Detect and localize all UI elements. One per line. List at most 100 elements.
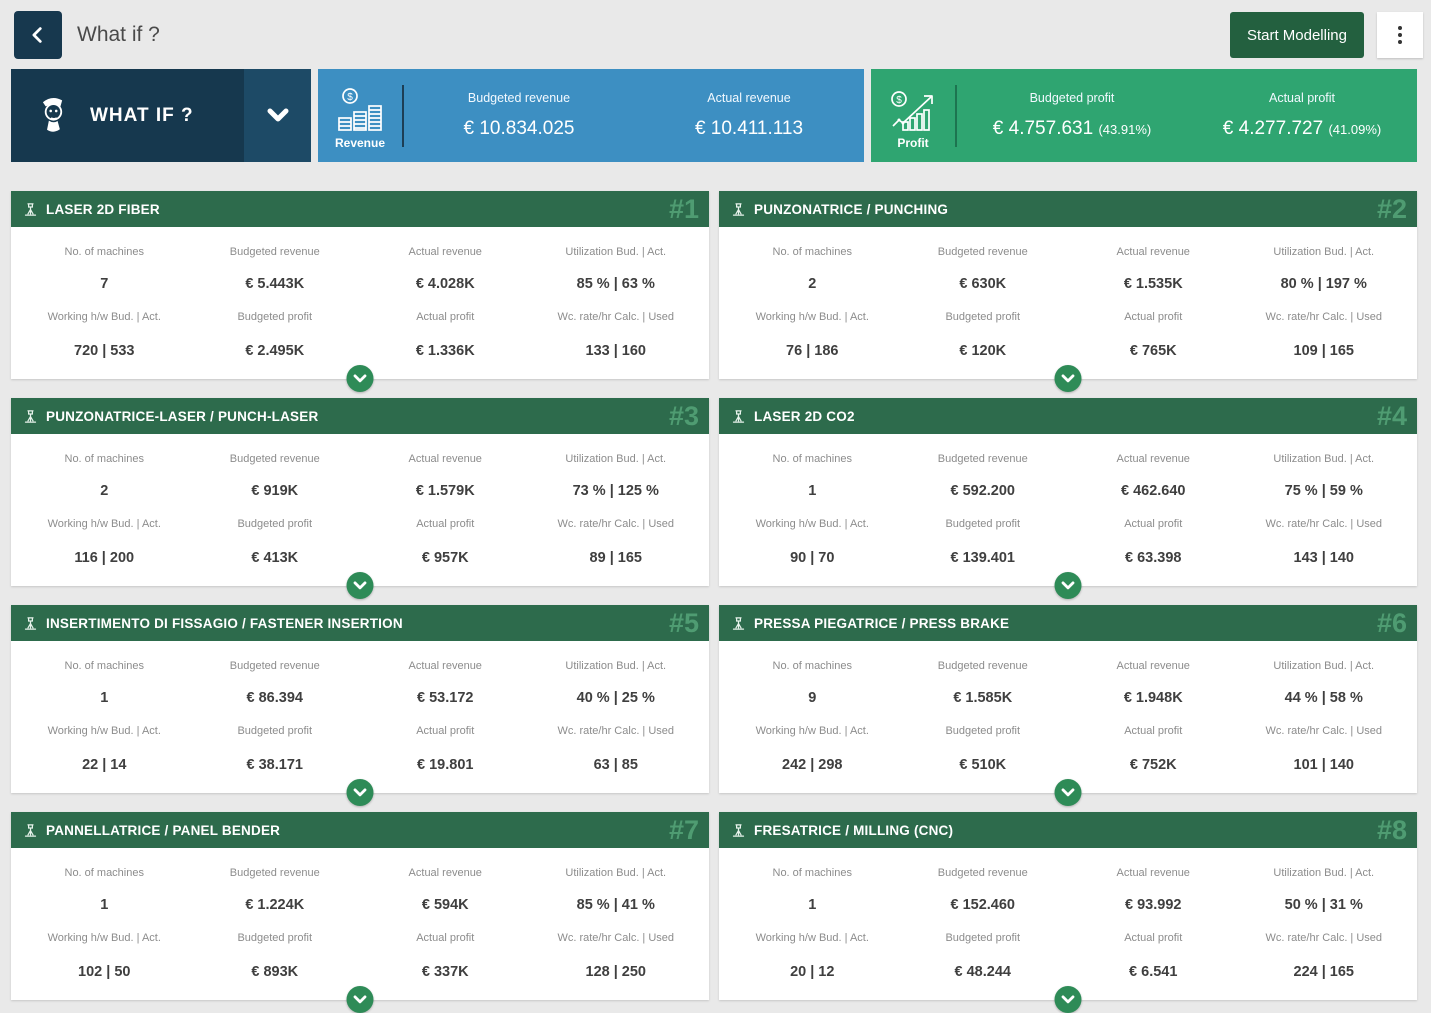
utilization-label: Utilization Bud. | Act. bbox=[1273, 246, 1375, 258]
laser-2d-fiber-icon bbox=[23, 202, 38, 217]
whatif-panel: WHAT IF ? bbox=[11, 69, 311, 162]
wc-rate-value: 101 | 140 bbox=[1293, 757, 1355, 773]
no-of-machines-value: 2 bbox=[100, 483, 109, 499]
laser-2d-co2-icon bbox=[731, 409, 746, 424]
budgeted-profit-label: Budgeted profit bbox=[945, 725, 1021, 737]
budgeted-revenue-value: € 592.200 bbox=[950, 483, 1015, 499]
budgeted-revenue-label: Budgeted revenue bbox=[467, 91, 571, 105]
machine-card: PRESSA PIEGATRICE / PRESS BRAKE #6 No. o… bbox=[719, 605, 1417, 806]
working-hw-value: 20 | 12 bbox=[790, 964, 835, 980]
machine-card-title: PRESSA PIEGATRICE / PRESS BRAKE bbox=[754, 615, 1010, 631]
budgeted-revenue-label: Budgeted revenue bbox=[229, 453, 320, 465]
expand-card-button[interactable] bbox=[1054, 986, 1082, 1013]
budgeted-revenue-value: € 152.460 bbox=[950, 897, 1015, 913]
machine-card-title: LASER 2D CO2 bbox=[754, 408, 855, 424]
machine-card: FRESATRICE / MILLING (CNC) #8 No. of mac… bbox=[719, 812, 1417, 1013]
expand-card-button[interactable] bbox=[346, 986, 374, 1013]
machine-card-header: PANNELLATRICE / PANEL BENDER #7 bbox=[11, 812, 709, 848]
profit-tile: $ Profit Budgeted profit € 4.757.631 (43… bbox=[871, 69, 1417, 162]
working-hw-label: Working h/w Bud. | Act. bbox=[47, 518, 161, 530]
chevron-left-icon bbox=[27, 24, 49, 46]
actual-revenue-label: Actual revenue bbox=[408, 246, 482, 258]
working-hw-label: Working h/w Bud. | Act. bbox=[47, 725, 161, 737]
chevron-down-icon bbox=[1061, 787, 1076, 799]
whatif-panel-main: WHAT IF ? bbox=[11, 69, 244, 162]
working-hw-label: Working h/w Bud. | Act. bbox=[47, 932, 161, 944]
wc-rate-value: 89 | 165 bbox=[589, 550, 642, 566]
machine-card-title: FRESATRICE / MILLING (CNC) bbox=[754, 822, 954, 838]
utilization-label: Utilization Bud. | Act. bbox=[1273, 453, 1375, 465]
top-bar: What if ? Start Modelling bbox=[14, 11, 1423, 59]
machine-card-title: INSERTIMENTO DI FISSAGIO / FASTENER INSE… bbox=[46, 615, 403, 631]
no-of-machines-label: No. of machines bbox=[772, 246, 852, 258]
start-modelling-button[interactable]: Start Modelling bbox=[1229, 12, 1364, 58]
expand-card-button[interactable] bbox=[346, 572, 374, 599]
actual-profit-value: € 752K bbox=[1129, 757, 1177, 773]
wc-rate-label: Wc. rate/hr Calc. | Used bbox=[1265, 932, 1383, 944]
budgeted-revenue-column: Budgeted revenue € 10.834.025 bbox=[404, 91, 634, 140]
machine-card-number: #6 bbox=[1376, 607, 1407, 638]
budgeted-profit-label: Budgeted profit bbox=[945, 518, 1021, 530]
utilization-label: Utilization Bud. | Act. bbox=[565, 246, 667, 258]
working-hw-value: 720 | 533 bbox=[74, 343, 135, 359]
machine-card-body: No. of machines Budgeted revenue Actual … bbox=[11, 434, 709, 586]
expand-card-button[interactable] bbox=[1054, 572, 1082, 599]
actual-revenue-label: Actual revenue bbox=[1116, 453, 1190, 465]
actual-profit-label: Actual profit bbox=[1268, 91, 1335, 105]
budgeted-profit-label: Budgeted profit bbox=[945, 311, 1021, 323]
no-of-machines-value: 9 bbox=[808, 690, 817, 706]
working-hw-value: 22 | 14 bbox=[82, 757, 127, 773]
budgeted-revenue-label: Budgeted revenue bbox=[229, 660, 320, 672]
expand-card-button[interactable] bbox=[346, 779, 374, 806]
actual-revenue-value: € 1.535K bbox=[1123, 276, 1183, 292]
expand-card-button[interactable] bbox=[1054, 779, 1082, 806]
chevron-down-icon bbox=[1061, 580, 1076, 592]
machine-card-title: PANNELLATRICE / PANEL BENDER bbox=[46, 822, 281, 838]
utilization-label: Utilization Bud. | Act. bbox=[565, 453, 667, 465]
working-hw-value: 116 | 200 bbox=[74, 550, 135, 566]
actual-revenue-value: € 594K bbox=[421, 897, 469, 913]
machine-card: LASER 2D CO2 #4 No. of machines Budgeted… bbox=[719, 398, 1417, 599]
wc-rate-value: 128 | 250 bbox=[585, 964, 647, 980]
budgeted-profit-value: € 139.401 bbox=[950, 550, 1015, 566]
budgeted-revenue-label: Budgeted revenue bbox=[229, 867, 320, 879]
utilization-label: Utilization Bud. | Act. bbox=[1273, 660, 1375, 672]
machine-card-title: LASER 2D FIBER bbox=[46, 201, 160, 217]
machine-cards-grid: LASER 2D FIBER #1 No. of machines Budget… bbox=[11, 191, 1417, 1013]
actual-profit-label: Actual profit bbox=[1124, 518, 1183, 530]
no-of-machines-label: No. of machines bbox=[64, 867, 144, 879]
expand-card-button[interactable] bbox=[346, 365, 374, 392]
working-hw-label: Working h/w Bud. | Act. bbox=[755, 311, 869, 323]
wc-rate-value: 109 | 165 bbox=[1293, 343, 1355, 359]
machine-card-header: LASER 2D FIBER #1 bbox=[11, 191, 709, 227]
actual-revenue-label: Actual revenue bbox=[408, 660, 482, 672]
actual-profit-label: Actual profit bbox=[416, 932, 475, 944]
chevron-down-icon bbox=[353, 580, 368, 592]
wc-rate-label: Wc. rate/hr Calc. | Used bbox=[557, 725, 675, 737]
actual-revenue-value: € 93.992 bbox=[1125, 897, 1182, 913]
punching-machine-icon bbox=[731, 202, 746, 217]
budgeted-profit-label: Budgeted profit bbox=[237, 518, 313, 530]
machine-card: INSERTIMENTO DI FISSAGIO / FASTENER INSE… bbox=[11, 605, 709, 806]
machine-card-number: #1 bbox=[668, 193, 699, 224]
actual-profit-value: € 957K bbox=[421, 550, 469, 566]
working-hw-label: Working h/w Bud. | Act. bbox=[755, 518, 869, 530]
more-options-button[interactable] bbox=[1377, 12, 1423, 58]
machine-card: PANNELLATRICE / PANEL BENDER #7 No. of m… bbox=[11, 812, 709, 1013]
actual-profit-value: € 6.541 bbox=[1129, 964, 1178, 980]
fastener-insertion-machine-icon bbox=[23, 616, 38, 631]
machine-card-body: No. of machines Budgeted revenue Actual … bbox=[11, 227, 709, 379]
working-hw-value: 242 | 298 bbox=[782, 757, 843, 773]
budgeted-profit-value: € 510K bbox=[959, 757, 1007, 773]
budgeted-revenue-label: Budgeted revenue bbox=[937, 246, 1028, 258]
machine-card-number: #8 bbox=[1376, 814, 1407, 845]
whatif-dropdown-button[interactable] bbox=[244, 69, 311, 162]
actual-profit-value: € 1.336K bbox=[415, 343, 475, 359]
profit-tile-icon-block: $ Profit bbox=[871, 82, 955, 150]
expand-card-button[interactable] bbox=[1054, 365, 1082, 392]
budgeted-profit-value: € 120K bbox=[959, 343, 1007, 359]
svg-text:$: $ bbox=[347, 92, 353, 103]
actual-revenue-label: Actual revenue bbox=[408, 453, 482, 465]
actual-profit-label: Actual profit bbox=[416, 725, 475, 737]
back-button[interactable] bbox=[14, 11, 62, 59]
